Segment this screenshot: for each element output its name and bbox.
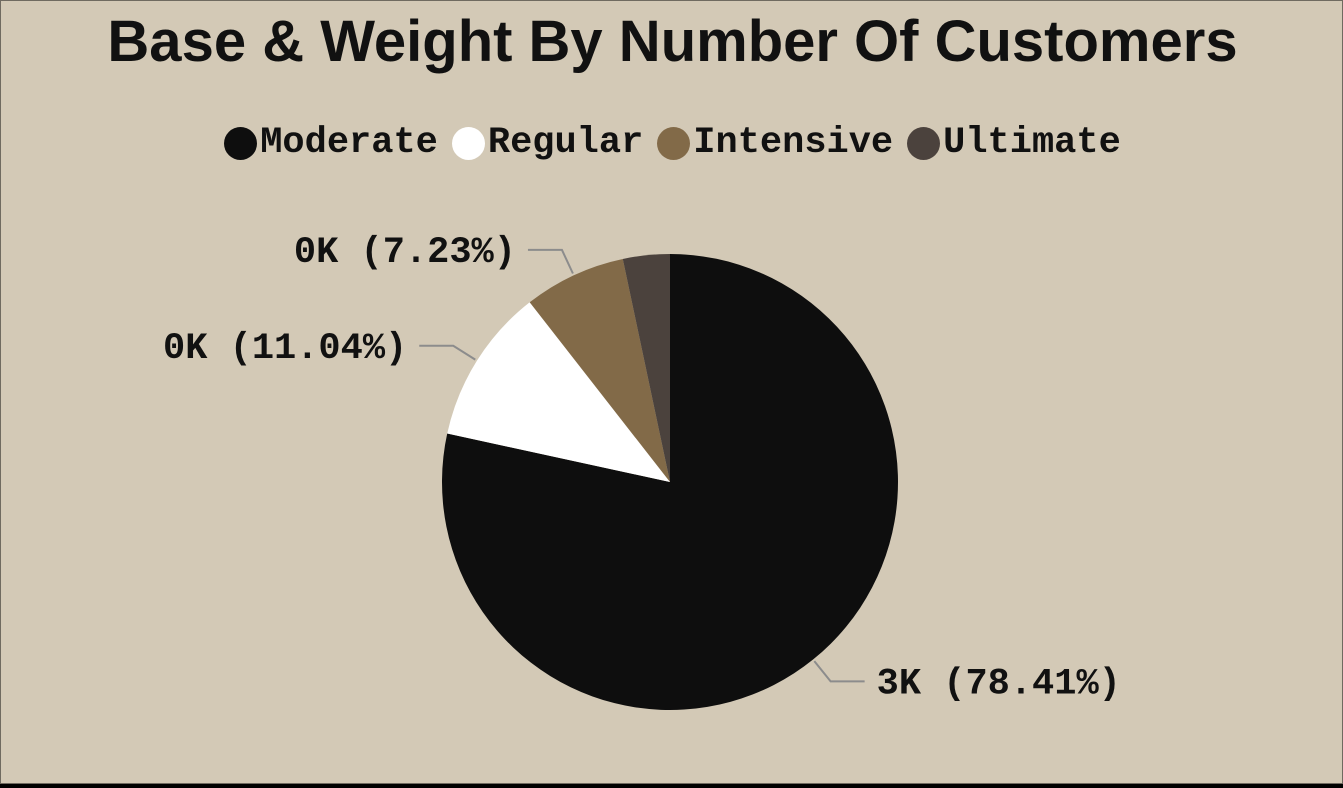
data-label-intensive: 0K (7.23%) (294, 232, 516, 274)
legend-label-regular: Regular (487, 122, 644, 164)
chart-legend: Moderate Regular Intensive Ultimate (1, 121, 1343, 165)
leader-lines (419, 248, 865, 683)
legend-item-ultimate[interactable]: Ultimate (907, 122, 1121, 164)
data-labels: 3K (78.41%) 0K (11.04%) 0K (7.23%) (163, 232, 1121, 705)
pie-slice-moderate[interactable] (441, 254, 898, 710)
data-label-regular: 0K (11.04%) (163, 328, 407, 370)
leader-line-regular (419, 344, 476, 361)
chart-title: Base & Weight By Number Of Customers (107, 9, 1238, 74)
legend-label-intensive: Intensive (693, 122, 894, 164)
legend-item-intensive[interactable]: Intensive (657, 122, 893, 164)
legend-swatch-regular (451, 126, 485, 160)
legend-label-ultimate: Ultimate (943, 122, 1121, 164)
legend-swatch-ultimate (907, 126, 941, 160)
legend-swatch-moderate (224, 126, 258, 160)
pie-slice-intensive[interactable] (529, 258, 670, 482)
legend-label-moderate: Moderate (260, 122, 438, 164)
legend-swatch-intensive (657, 126, 691, 160)
pie-slices (441, 254, 898, 710)
pie-slice-ultimate[interactable] (622, 254, 670, 482)
legend-item-moderate[interactable]: Moderate (224, 122, 438, 164)
leader-line-moderate (813, 660, 865, 683)
pie-slice-regular[interactable] (447, 302, 670, 482)
leader-line-intensive (527, 248, 574, 274)
legend-item-regular[interactable]: Regular (451, 122, 644, 164)
data-label-moderate: 3K (78.41%) (877, 663, 1121, 705)
